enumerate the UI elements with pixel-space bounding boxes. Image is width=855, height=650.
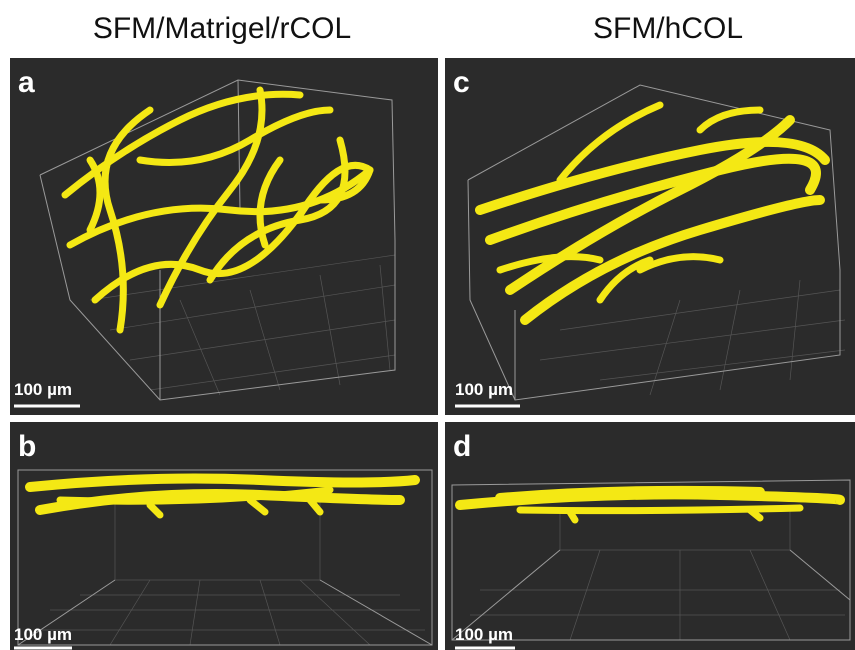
panel-label: a bbox=[18, 66, 35, 99]
panel-d: d 100 µm bbox=[445, 422, 855, 650]
panel-c: c 100 µm bbox=[445, 58, 855, 415]
panel-background bbox=[445, 422, 855, 650]
panel-b: b 100 µm bbox=[10, 422, 438, 650]
vessel bbox=[520, 508, 800, 511]
panel-a: a 100 µm bbox=[10, 58, 438, 415]
panel-background bbox=[10, 58, 438, 415]
scale-bar-label: 100 µm bbox=[455, 380, 513, 399]
figure: SFM/Matrigel/rCOL SFM/hCOL a 100 µm c bbox=[0, 0, 855, 650]
scale-bar-label: 100 µm bbox=[14, 380, 72, 399]
column-title: SFM/Matrigel/rCOL bbox=[93, 12, 351, 45]
panel-label: c bbox=[453, 66, 470, 99]
column-title: SFM/hCOL bbox=[593, 12, 743, 45]
scale-bar-label: 100 µm bbox=[14, 625, 72, 644]
scale-bar-label: 100 µm bbox=[455, 625, 513, 644]
panel-background bbox=[10, 422, 438, 650]
panel-label: d bbox=[453, 430, 471, 463]
panel-label: b bbox=[18, 430, 36, 463]
